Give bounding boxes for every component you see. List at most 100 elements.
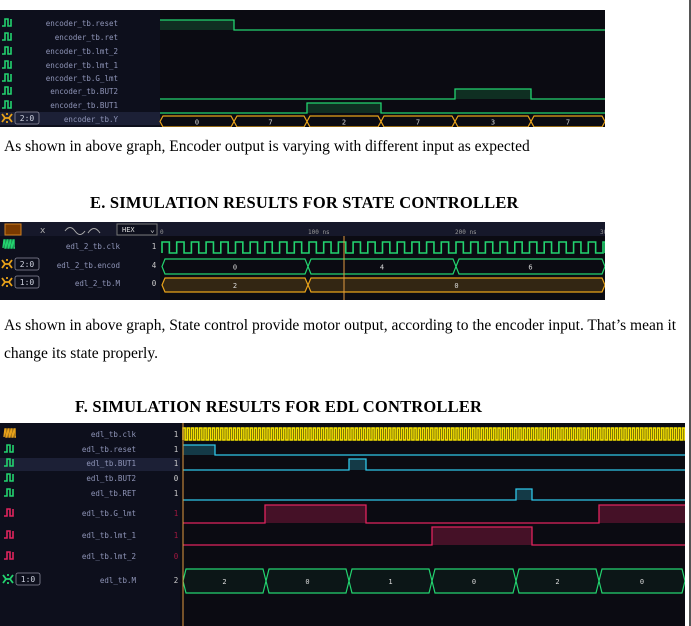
time-tick-label: 300 [600,229,605,236]
clock-signal-icon [3,428,16,438]
signal-name-6: edl_tb.lmt_1 [82,531,136,540]
signal-name-2: edl_tb.BUT1 [86,459,136,468]
signal-name-1: edl_2_tb.encod [57,261,120,270]
bit-signal-icon [4,444,14,453]
m-bus-segment [307,277,605,293]
encoder-waveform-svg: encoder_tb.reset encoder_tb.ret encoder_tb… [0,10,605,127]
heading-edl-controller: F. SIMULATION RESULTS FOR EDL CONTROLLER [75,397,483,416]
encod-bus-value-label: 0 [233,264,237,272]
bus-signal-icon [1,113,13,123]
signal-value-0: 1 [174,430,179,439]
signal-names-pane [0,10,160,127]
signal-names-pane [0,423,180,626]
signal-value-2: 0 [152,279,157,288]
m-bus-segment [265,568,350,594]
record-button [4,223,22,236]
selected-row-highlight [0,458,180,471]
signal-name-0: edl_2_tb.clk [66,242,121,251]
bit-signal-icon [2,100,12,109]
y-bus-value-label: 7 [416,119,420,127]
signal-name-7: encoder_tb.Y [64,115,119,124]
clk-wave [182,427,685,441]
signal-value-5: 1 [174,509,179,518]
g-lmt-wave [183,504,685,524]
y-bus-segment [233,115,308,127]
time-tick-label: 200 ns [455,229,477,236]
m-bus-value-label: 2 [233,282,237,290]
but1-wave [183,458,685,471]
bit-signal-icon [2,32,12,41]
signal-name-3: encoder_tb.lmt_1 [46,61,118,70]
signal-name-2: encoder_tb.lmt_2 [46,47,118,56]
time-tick-label: 100 ns [308,229,330,236]
bit-signal-icon [4,508,14,517]
bit-signal-icon [4,551,14,560]
m-bus-value-label: 0 [454,282,458,290]
radix-select [116,223,158,236]
waveform-toolbar [0,222,605,236]
bus-signal-icon [1,259,13,269]
ret-wave-high-fill [516,489,532,500]
bit-signal-icon [4,473,14,482]
signal-value-1: 1 [174,445,179,454]
reset-wave-high-fill [183,445,215,455]
reset-wave [183,444,685,456]
selected-row-highlight [0,112,160,125]
m-bus-value-label: 0 [305,578,309,586]
m-bus-value-label: 0 [472,578,476,586]
y-bus-segment [454,115,532,127]
encod-bus-segment [455,258,605,275]
y-bus-value-label: 3 [491,119,495,127]
m-bus-value-label: 0 [640,578,644,586]
signal-name-0: encoder_tb.reset [46,19,118,28]
but1-wave [160,102,605,114]
but1-wave-high-fill [349,459,366,470]
radix-select-value: HEX [122,226,135,234]
bit-signal-icon [4,488,14,497]
signal-value-0: 1 [152,242,157,251]
bit-signal-icon [2,86,12,95]
signal-value-2: 1 [174,459,179,468]
reset-wave-high-fill [160,20,234,30]
heading-state-controller: E. SIMULATION RESULTS FOR STATE CONTROLL… [90,193,519,212]
edl-controller-waveform-svg: edl_tb.clk 1 edl_tb.reset 1 edl_tb.BUT1 1 edl_… [0,423,685,626]
signal-name-5: encoder_tb.BUT2 [50,87,118,96]
encod-bus-value-label: 4 [380,264,384,272]
signal-name-6: encoder_tb.BUT1 [50,101,118,110]
clk-wave [161,241,605,254]
state-controller-waveform-panel: ⅹ HEX ⌄ 0 100 ns 200 ns 300 edl_2_tb.clk 1 2:0 edl… [0,222,605,300]
y-bus-segment [530,115,605,127]
smooth-tool-icon [87,228,101,234]
signal-names-pane [0,236,160,300]
edl-controller-waveform-panel: edl_tb.clk 1 edl_tb.reset 1 edl_tb.BUT1 1 edl_… [0,423,685,626]
clock-signal-icon [2,239,15,249]
signal-name-3: edl_tb.BUT2 [86,474,136,483]
m-bus-segment [348,568,433,594]
m-bus-segment [598,568,685,594]
signal-name-1: edl_tb.reset [82,445,136,454]
signal-name-8: edl_tb.M [100,576,137,585]
y-bus-value-label: 0 [195,119,199,127]
m-bus-segment [431,568,517,594]
m-bus-segment [161,277,309,293]
bus-signal-icon [1,277,13,287]
signal-value-4: 1 [174,489,179,498]
signal-name-0: edl_tb.clk [91,430,137,439]
bus-width-badge [14,257,40,271]
signal-name-1: encoder_tb.ret [55,33,118,42]
bit-signal-icon [2,46,12,55]
analog-tool-icon [64,227,86,235]
y-bus-segment [380,115,456,127]
signal-value-1: 4 [152,261,157,270]
bit-signal-icon [2,60,12,69]
encod-bus-segment [161,258,309,275]
signal-value-6: 1 [174,531,179,540]
encod-bus-value-label: 6 [528,264,532,272]
bit-signal-icon [4,458,14,467]
ret-wave [183,488,685,501]
signal-value-7: 0 [174,552,179,561]
bit-signal-icon [2,18,12,27]
y-bus-value-label: 7 [566,119,570,127]
caption-encoder: As shown in above graph, Encoder output … [4,138,530,155]
y-bus-segment [306,115,382,127]
